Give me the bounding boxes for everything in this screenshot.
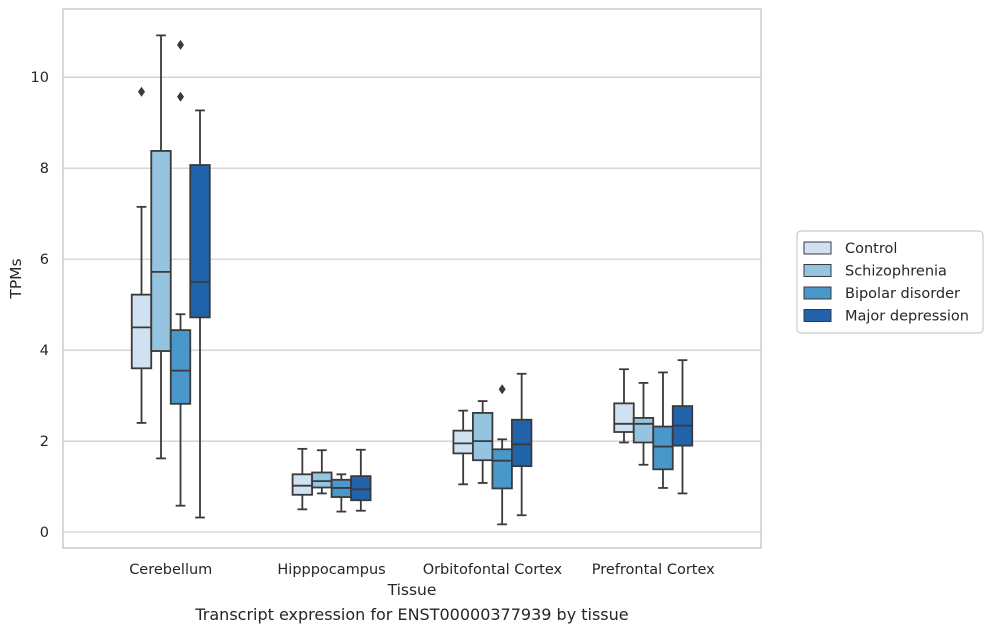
- y-tick-label: 10: [31, 70, 49, 86]
- legend-box: [796, 230, 984, 334]
- box: [291, 473, 313, 496]
- legend-swatch: [803, 309, 832, 322]
- chart-caption: Transcript expression for ENST0000037793…: [195, 605, 629, 624]
- outlier-point: [177, 39, 185, 50]
- outlier-point: [498, 384, 506, 395]
- box: [613, 402, 635, 433]
- box: [511, 418, 533, 468]
- box: [632, 417, 655, 444]
- outlier-point: [177, 91, 185, 102]
- outlier-point: [138, 86, 146, 97]
- box: [472, 412, 494, 462]
- box: [150, 150, 172, 352]
- x-axis-label: Tissue: [387, 581, 437, 599]
- legend-label: Control: [845, 241, 897, 257]
- y-tick-label: 2: [40, 434, 49, 450]
- y-tick-label: 8: [40, 161, 49, 177]
- box: [350, 475, 372, 502]
- x-tick-label: Prefrontal Cortex: [592, 562, 715, 578]
- box: [311, 471, 333, 489]
- y-tick-label: 6: [40, 252, 49, 268]
- y-tick-label: 0: [40, 525, 49, 541]
- box: [169, 329, 192, 405]
- box: [452, 429, 474, 455]
- y-axis-label: TPMs: [7, 258, 25, 299]
- box: [652, 425, 674, 471]
- box: [130, 293, 153, 370]
- legend-swatch: [803, 286, 832, 300]
- box: [491, 448, 513, 490]
- legend-label: Bipolar disorder: [845, 286, 960, 302]
- x-tick-label: Cerebellum: [129, 562, 212, 578]
- legend-label: Major depression: [845, 309, 969, 325]
- legend-label: Schizophrenia: [845, 264, 947, 280]
- box: [189, 164, 211, 319]
- legend-swatch: [803, 241, 832, 255]
- legend-swatch: [803, 264, 832, 277]
- y-tick-label: 4: [40, 343, 49, 359]
- x-tick-label: Orbitofontal Cortex: [423, 562, 563, 578]
- plot-frame: [62, 8, 762, 549]
- x-tick-label: Hipppocampus: [277, 562, 385, 578]
